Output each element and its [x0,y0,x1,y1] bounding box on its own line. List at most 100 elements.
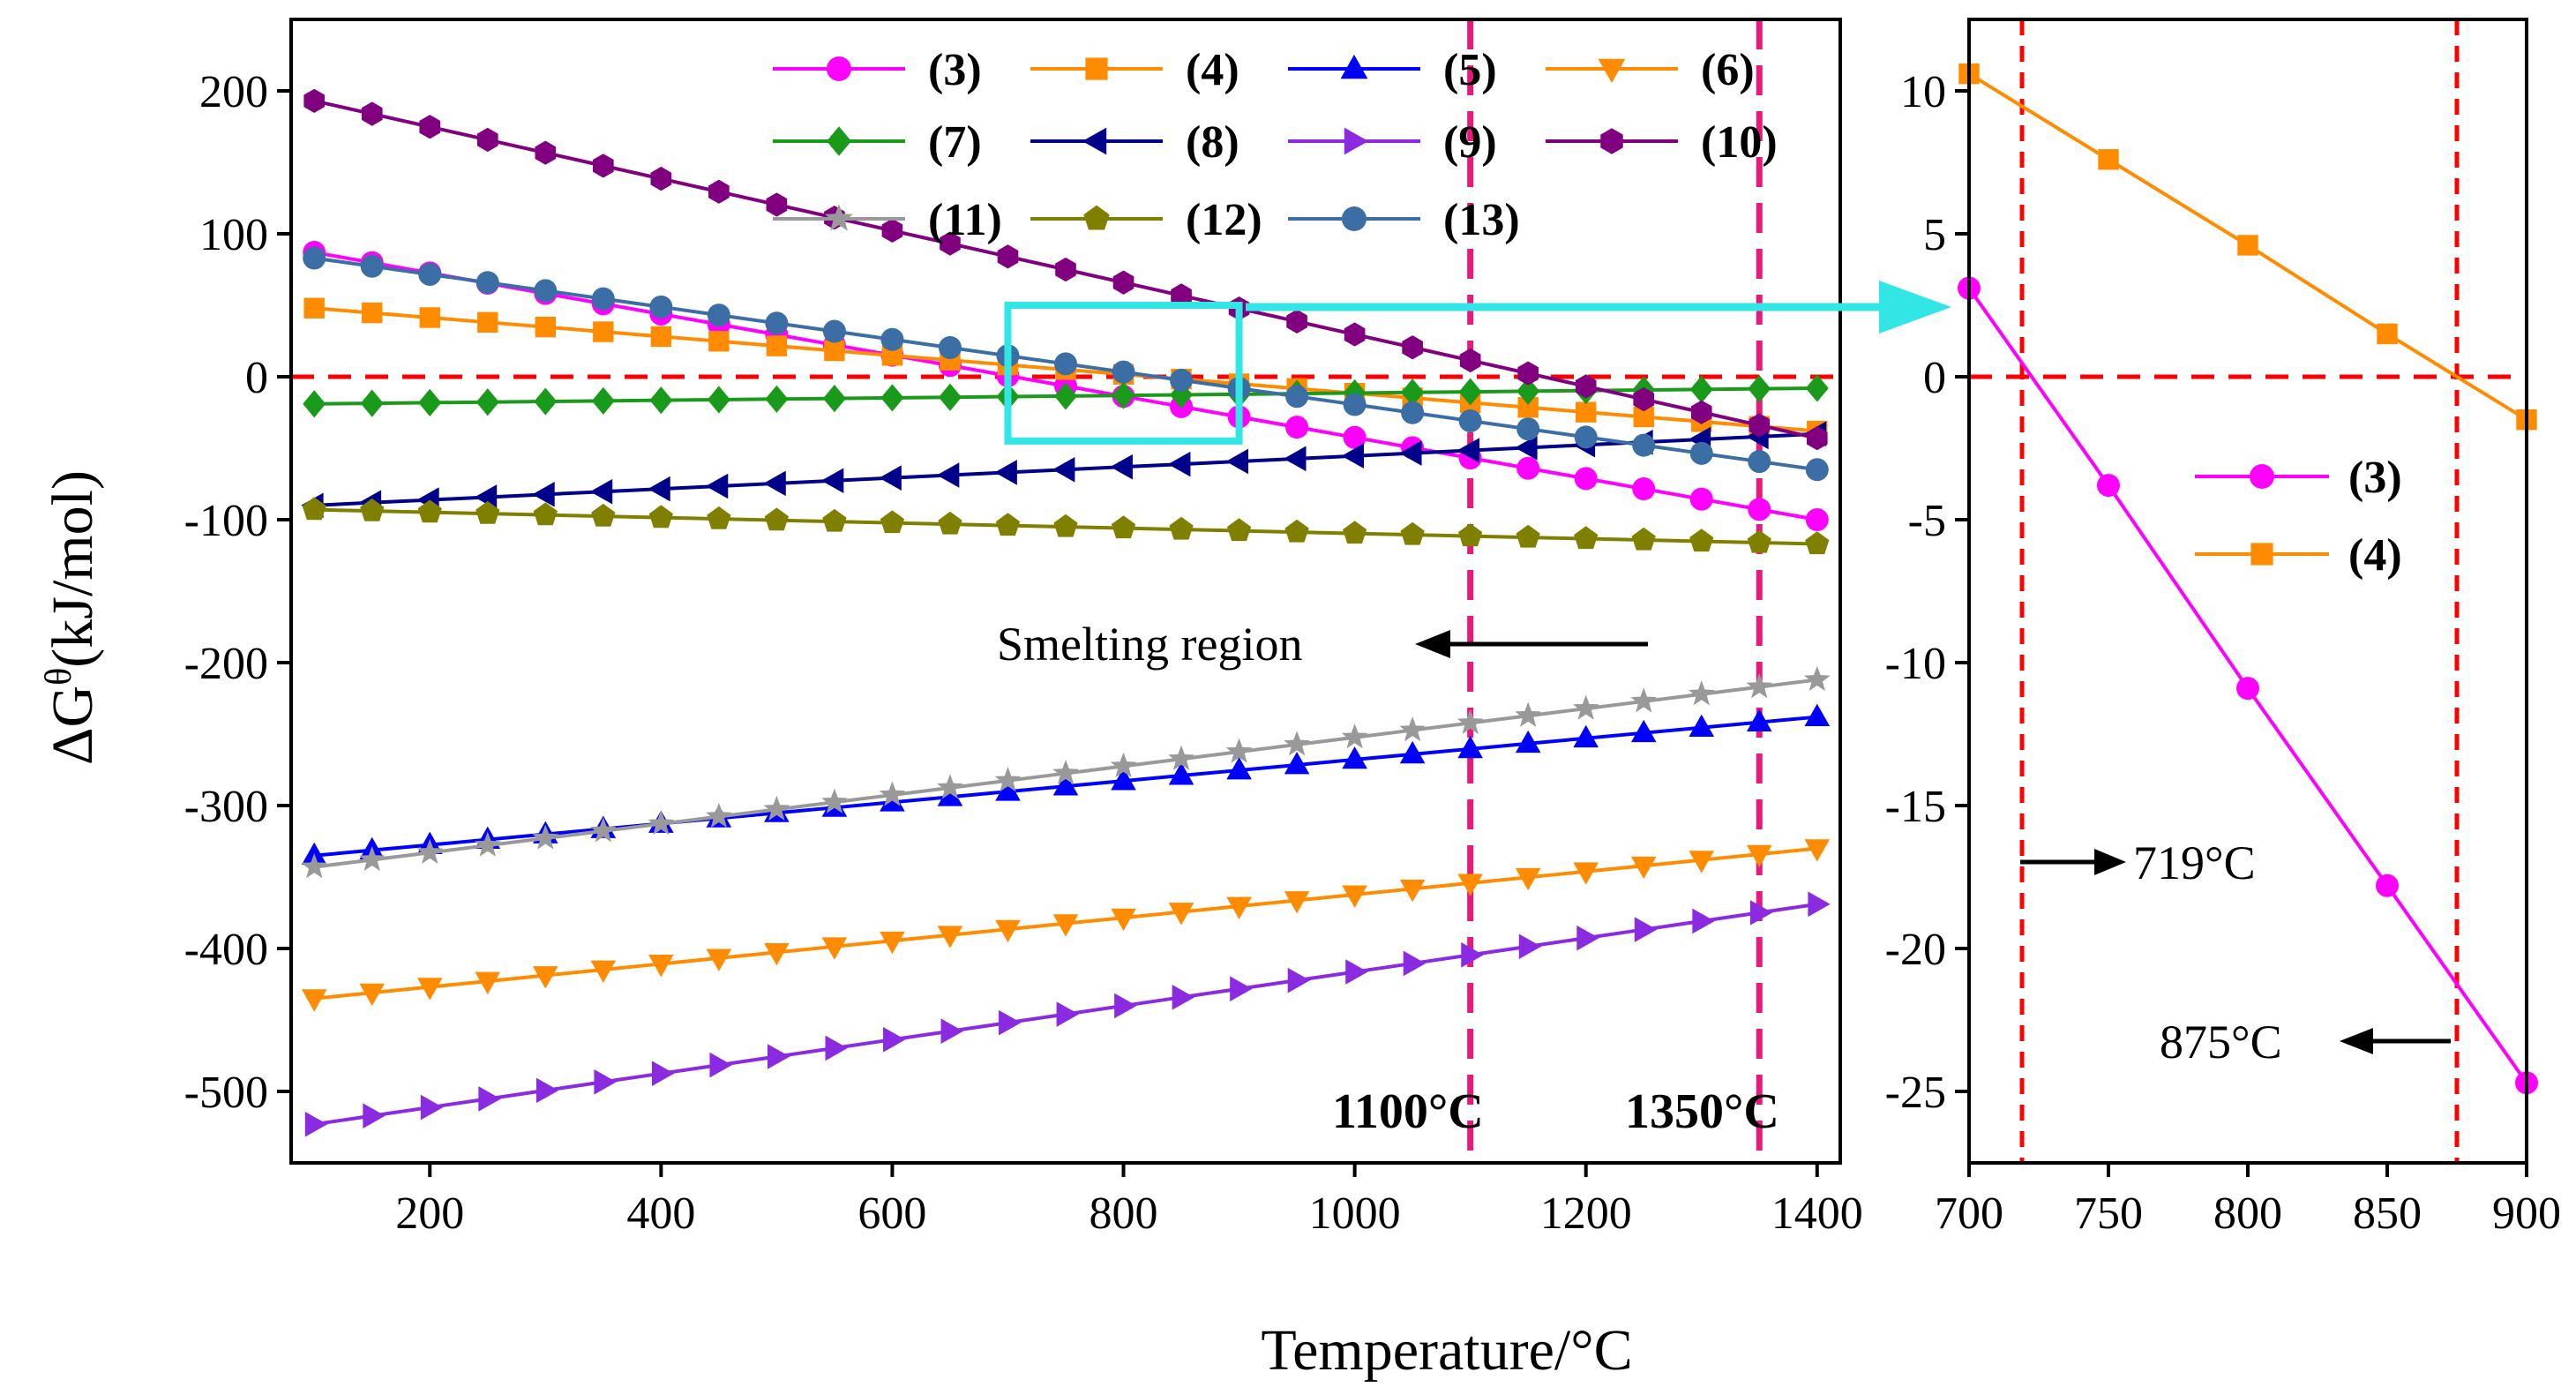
zoom-arrow [1246,281,1951,334]
point-7-450 [707,386,730,414]
point-3-1200 [1574,467,1598,491]
series-3 [1958,276,2538,1095]
point-13-650 [938,335,962,359]
point-11-300 [532,824,559,850]
point-5-1150 [1515,730,1541,753]
smelting-arrow-head [1415,630,1450,658]
left-annotations: Smelting region 1100°C 1350°C [997,618,1779,1139]
point-11-200 [416,838,444,864]
legend-item-13: (13) [1288,195,1520,245]
point-13-1000 [1343,393,1367,416]
point-4-850 [2377,323,2398,345]
point-9-1200 [1576,925,1599,951]
point-8-800 [1110,454,1133,480]
point-10-400 [650,166,672,191]
point-13-100 [303,246,326,270]
y-tick-label: -5 [1908,496,1946,546]
x-tick-label: 750 [2074,1188,2143,1239]
point-4-800 [2237,235,2258,256]
point-10-1300 [1690,400,1712,424]
x-tick-label: 1200 [1540,1188,1632,1239]
point-13-1300 [1689,441,1713,465]
point-10-1400 [1806,426,1828,451]
point-10-1150 [1517,361,1539,386]
point-13-1150 [1516,417,1540,441]
legend-item-3: (3) [773,45,982,95]
point-7-650 [938,383,962,411]
point-8-1000 [1341,443,1365,469]
y-axis-label-sup: θ [39,668,79,686]
point-9-100 [304,1111,328,1137]
legend-label: (11) [928,195,1002,245]
point-10-650 [940,231,961,256]
left-ticks: 200 400 600 800 1000 1200 14002001000-100-200-… [184,67,1863,1239]
point-8-400 [648,476,670,502]
point-10-850 [1171,283,1192,308]
point-9-750 [1056,1001,1079,1027]
point-8-850 [1168,451,1191,477]
point-5-800 [1111,768,1136,791]
point-5-650 [937,783,963,806]
point-11-350 [589,817,617,843]
y-tick-label: -200 [184,639,268,689]
point-7-600 [880,384,904,412]
point-4-1200 [1576,401,1597,423]
point-7-500 [765,385,789,413]
point-8-1100 [1456,438,1480,463]
point-5-1350 [1746,708,1772,732]
point-11-500 [763,795,790,821]
series-11 [301,665,1831,879]
plot-frame [289,18,1842,1165]
point-6-1000 [1342,885,1367,908]
zoom-box [1004,302,1243,445]
point-12-1200 [1574,526,1599,550]
point-10-700 [997,244,1019,269]
point-3-1150 [1516,456,1540,480]
arrow-719 [2020,849,2126,875]
zoom-box-rect [1004,302,1243,445]
point-9-350 [594,1068,617,1095]
point-7-800 [1112,381,1135,409]
point-13-400 [649,295,673,319]
legend-item-11: (11) [773,195,1002,245]
point-8-900 [1225,448,1248,475]
point-13-1250 [1632,433,1656,457]
legend-marker-7 [827,126,851,156]
point-6-850 [1168,903,1194,926]
point-10-950 [1286,309,1307,334]
point-6-150 [359,983,386,1007]
legend-label: (13) [1443,195,1520,245]
point-11-700 [994,767,1022,792]
x-tick-label: 600 [857,1188,926,1239]
point-3-750 [2097,474,2120,498]
point-9-650 [940,1018,963,1045]
point-4-350 [593,321,614,342]
point-12-650 [938,511,962,535]
point-7-1100 [1458,378,1482,406]
point-9-1050 [1403,950,1427,977]
point-9-1350 [1749,900,1773,926]
point-8-250 [474,484,498,510]
right-legend-item-3: (3) [2195,453,2402,503]
point-6-700 [995,919,1021,943]
point-6-1300 [1689,851,1715,873]
x-axis-title: Temperature/°C [1261,1318,1632,1383]
right-ticks: 700 750 800 850 900 10 5 0 -5 -10 -15 -20 -25 [1885,67,2561,1239]
point-8-750 [1052,457,1075,483]
point-7-550 [822,385,846,413]
x-tick-label: 800 [1090,1188,1158,1239]
point-6-800 [1111,908,1136,932]
point-11-1000 [1341,723,1368,749]
point-13-1050 [1401,401,1425,424]
point-11-400 [648,810,675,836]
point-8-1050 [1399,440,1422,466]
point-5-700 [995,778,1021,801]
point-6-500 [764,942,790,966]
point-7-200 [418,388,442,417]
y-tick-label: 100 [199,210,268,260]
point-12-150 [360,498,385,521]
point-8-450 [705,473,729,499]
point-12-1150 [1516,524,1540,548]
point-10-1100 [1459,348,1481,373]
point-8-500 [763,470,786,497]
